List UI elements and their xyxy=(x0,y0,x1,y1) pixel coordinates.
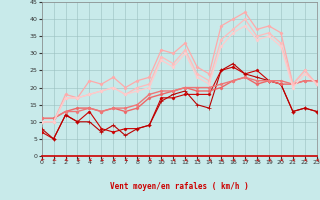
X-axis label: Vent moyen/en rafales ( km/h ): Vent moyen/en rafales ( km/h ) xyxy=(110,182,249,191)
